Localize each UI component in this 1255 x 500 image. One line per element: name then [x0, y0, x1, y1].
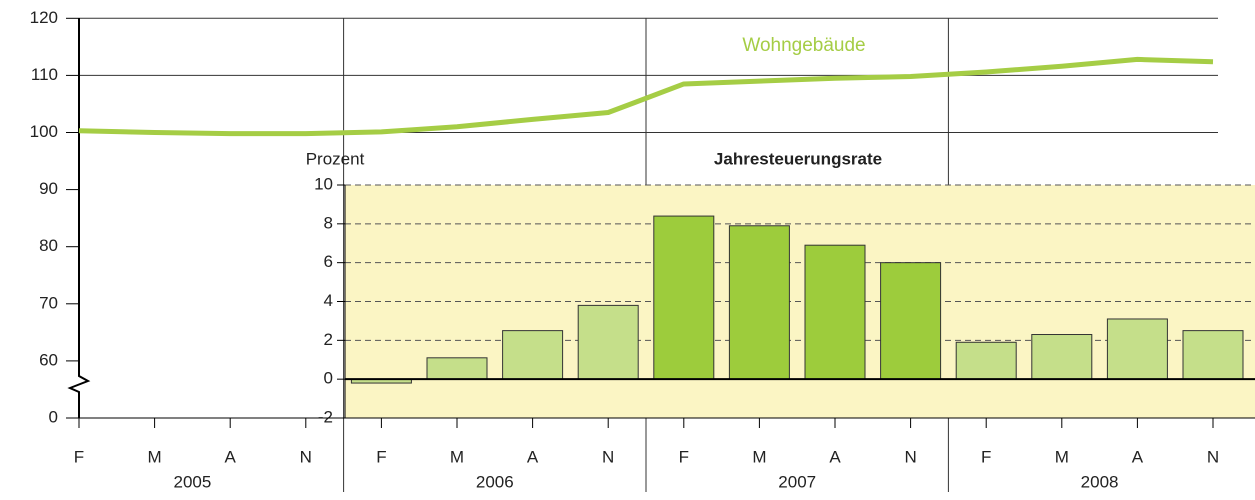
- x-tick-label: M: [1055, 447, 1069, 466]
- x-tick-label: A: [1132, 447, 1144, 466]
- y-tick-label: 70: [39, 293, 58, 312]
- y-tick-label: 100: [30, 122, 58, 141]
- x-tick-label: F: [376, 447, 386, 466]
- bar: [577, 304, 639, 380]
- y-tick-label: 80: [39, 236, 58, 255]
- bar: [1182, 330, 1244, 380]
- x-tick-label: N: [602, 447, 614, 466]
- x-tick-label: M: [450, 447, 464, 466]
- inset-title: Jahresteuerungsrate: [714, 149, 882, 168]
- year-label: 2006: [476, 472, 514, 491]
- x-tick-label: A: [527, 447, 539, 466]
- bar: [728, 225, 790, 380]
- bar: [1031, 334, 1093, 380]
- bar: [502, 330, 564, 380]
- line-series: [78, 56, 1214, 137]
- axis-break: [67, 370, 91, 418]
- bar: [880, 262, 942, 380]
- y-tick-label: 90: [39, 179, 58, 198]
- x-tick-label: M: [752, 447, 766, 466]
- inset-y-tick-label: 2: [324, 330, 333, 349]
- x-tick-label: N: [904, 447, 916, 466]
- y-tick-label: 60: [39, 350, 58, 369]
- x-tick-label: A: [829, 447, 841, 466]
- y-tick-label: 120: [30, 8, 58, 27]
- year-label: 2005: [173, 472, 211, 491]
- bar: [1106, 318, 1168, 380]
- bar: [653, 215, 715, 380]
- inset-y-tick-label: 10: [314, 174, 333, 193]
- series-label: Wohngebäude: [742, 35, 865, 56]
- inset-y-tick-label: 8: [324, 213, 333, 232]
- bar: [955, 341, 1017, 380]
- y-tick-label: 110: [31, 65, 58, 84]
- y-tick-label: 0: [49, 407, 58, 426]
- x-tick-label: F: [679, 447, 689, 466]
- bar: [804, 244, 866, 380]
- x-tick-label: F: [981, 447, 991, 466]
- year-label: 2008: [1081, 472, 1119, 491]
- x-tick-label: M: [148, 447, 162, 466]
- year-label: 2007: [778, 472, 816, 491]
- bar: [426, 357, 488, 380]
- x-tick-label: N: [1207, 447, 1219, 466]
- x-tick-label: A: [225, 447, 237, 466]
- inset-y-label: Prozent: [306, 149, 365, 168]
- inset-y-tick-label: 6: [324, 252, 333, 271]
- x-tick-label: F: [74, 447, 84, 466]
- inset-y-tick-label: 0: [324, 369, 333, 388]
- inset-y-tick-label: -2: [318, 407, 333, 426]
- x-tick-label: N: [300, 447, 312, 466]
- inset-y-tick-label: 4: [324, 291, 333, 310]
